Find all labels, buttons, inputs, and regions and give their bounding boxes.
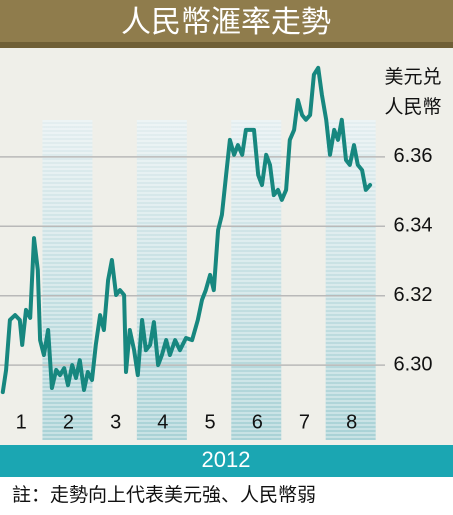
month-column-stripes — [325, 120, 376, 440]
footnote: 註：走勢向上代表美元強、人民幣弱 — [12, 484, 316, 506]
y-axis-label: 美元兑 — [384, 66, 441, 88]
x-tick-label: 7 — [299, 411, 310, 433]
y-tick-label: 6.36 — [394, 145, 433, 167]
x-tick-label: 8 — [346, 411, 357, 433]
footer — [0, 477, 453, 515]
year-band — [0, 445, 453, 477]
x-tick-label: 3 — [110, 411, 121, 433]
month-column-stripes — [42, 120, 93, 440]
x-tick-label: 5 — [204, 411, 215, 433]
y-tick-label: 6.32 — [394, 284, 433, 306]
line-series — [0, 65, 373, 395]
x-axis-label: 2012 — [202, 447, 251, 472]
x-tick-label: 1 — [16, 411, 27, 433]
y-axis-label: 人民幣 — [384, 96, 441, 118]
title-bar — [0, 0, 453, 48]
x-tick-label: 6 — [252, 411, 263, 433]
x-tick-label: 4 — [157, 411, 168, 433]
y-tick-label: 6.34 — [394, 215, 433, 237]
y-tick-label: 6.30 — [394, 353, 433, 375]
title-bar-edge — [0, 42, 453, 48]
x-tick-label: 2 — [63, 411, 74, 433]
title: 人民幣滙率走勢 — [121, 6, 331, 39]
month-column-stripes — [136, 120, 187, 440]
